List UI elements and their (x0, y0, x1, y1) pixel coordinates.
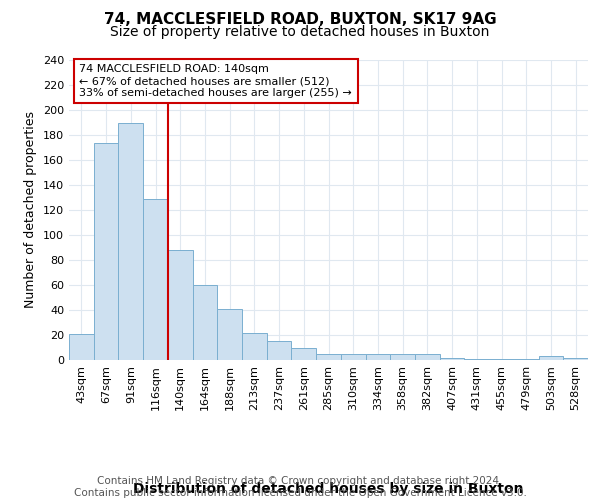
Bar (143, 198, 168, 360)
Bar (193, 285, 217, 360)
Bar (489, 359, 514, 360)
Bar (539, 356, 563, 360)
Bar (464, 359, 489, 360)
X-axis label: Distribution of detached houses by size in Buxton: Distribution of detached houses by size … (133, 482, 524, 496)
Bar (242, 332, 267, 360)
Bar (69, 334, 94, 360)
Bar (563, 358, 588, 360)
Text: Contains public sector information licensed under the Open Government Licence v3: Contains public sector information licen… (74, 488, 526, 498)
Bar (94, 142, 118, 360)
Y-axis label: Number of detached properties: Number of detached properties (25, 112, 37, 308)
Text: 74 MACCLESFIELD ROAD: 140sqm
← 67% of detached houses are smaller (512)
33% of s: 74 MACCLESFIELD ROAD: 140sqm ← 67% of de… (79, 64, 352, 98)
Bar (168, 250, 193, 360)
Bar (440, 358, 464, 360)
Bar (118, 122, 143, 360)
Text: 74, MACCLESFIELD ROAD, BUXTON, SK17 9AG: 74, MACCLESFIELD ROAD, BUXTON, SK17 9AG (104, 12, 496, 28)
Bar (365, 354, 390, 360)
Bar (341, 354, 365, 360)
Bar (390, 354, 415, 360)
Text: Contains HM Land Registry data © Crown copyright and database right 2024.: Contains HM Land Registry data © Crown c… (97, 476, 503, 486)
Bar (316, 354, 341, 360)
Text: Size of property relative to detached houses in Buxton: Size of property relative to detached ho… (110, 25, 490, 39)
Bar (292, 348, 316, 360)
Bar (415, 354, 440, 360)
Bar (217, 308, 242, 360)
Bar (514, 359, 539, 360)
Bar (267, 341, 292, 360)
